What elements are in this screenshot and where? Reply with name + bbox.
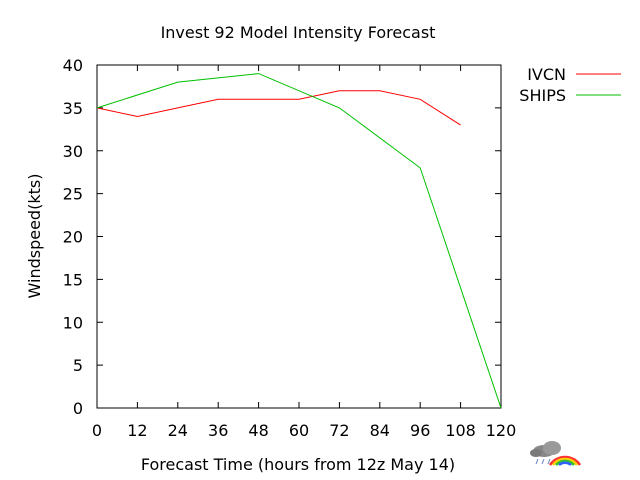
y-tick-label: 10 xyxy=(63,313,83,332)
y-tick-label: 20 xyxy=(63,228,83,247)
x-axis-label: Forecast Time (hours from 12z May 14) xyxy=(141,455,455,474)
chart-title: Invest 92 Model Intensity Forecast xyxy=(161,23,436,42)
x-tick-label: 96 xyxy=(410,421,430,440)
legend-label-ships: SHIPS xyxy=(519,86,566,105)
x-tick-label: 24 xyxy=(168,421,188,440)
x-tick-label: 120 xyxy=(486,421,517,440)
legend-label-ivcn: IVCN xyxy=(527,65,566,84)
x-tick-label: 84 xyxy=(370,421,390,440)
x-tick-label: 12 xyxy=(127,421,147,440)
x-tick-label: 36 xyxy=(208,421,228,440)
series-line-ships xyxy=(96,73,502,409)
y-tick-label: 15 xyxy=(63,270,83,289)
x-tick-label: 0 xyxy=(92,421,102,440)
y-axis: 0 5 10 15 20 25 30 35 40 xyxy=(63,56,501,418)
x-tick-label: 72 xyxy=(329,421,349,440)
x-tick-label: 60 xyxy=(289,421,309,440)
y-tick-label: 25 xyxy=(63,185,83,204)
x-axis: 0 12 24 36 48 60 72 84 96 108 120 xyxy=(92,65,516,440)
y-tick-label: 40 xyxy=(63,56,83,75)
series-group xyxy=(96,73,502,409)
x-tick-label: 48 xyxy=(248,421,268,440)
x-tick-label: 108 xyxy=(445,421,476,440)
y-tick-label: 30 xyxy=(63,142,83,161)
y-tick-label: 5 xyxy=(73,356,83,375)
legend: IVCN SHIPS xyxy=(519,65,621,105)
y-tick-label: 0 xyxy=(73,399,83,418)
y-tick-label: 35 xyxy=(63,99,83,118)
plot-frame xyxy=(96,64,502,409)
weather-rainbow-cloud-icon xyxy=(530,441,582,467)
y-axis-label: Windspeed(kts) xyxy=(25,174,44,299)
series-line-ivcn xyxy=(96,90,461,126)
